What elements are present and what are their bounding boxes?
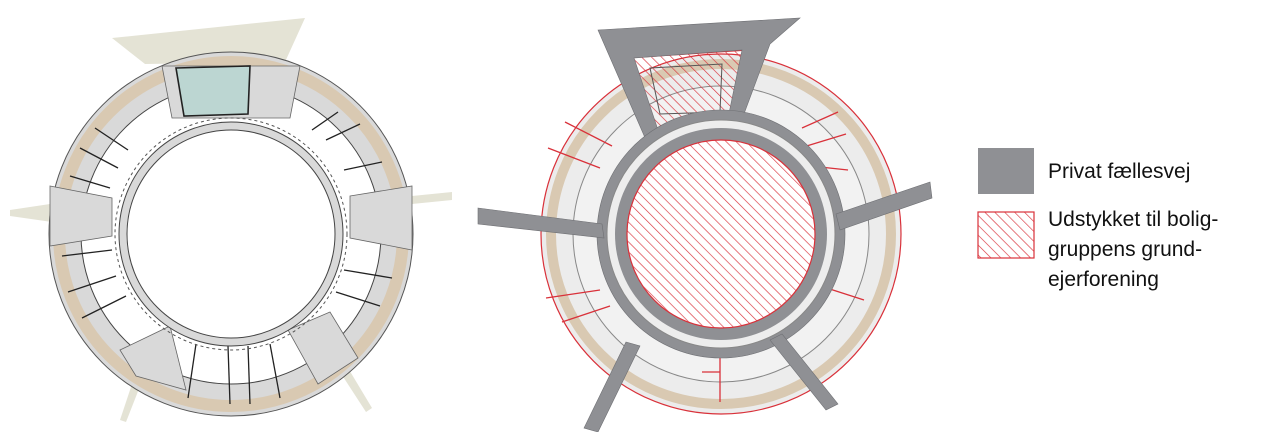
road-south-east [769,333,839,411]
access-path-right [412,192,452,204]
courtyard [126,129,336,339]
legend: Privat fællesvej Udstykket til bolig- gr… [977,148,1218,291]
legend-swatch-plot [977,211,1035,259]
access-path-left [10,204,52,222]
road-east [835,181,933,231]
access-path-top [112,18,305,64]
road-south-west [583,341,641,432]
common-house [175,65,251,117]
sector-right [349,185,413,251]
legend-label-plot-line-2: gruppens grund- [1048,238,1202,261]
legend-item-plot: Udstykket til bolig- gruppens grund- eje… [977,208,1218,291]
plan-right [477,17,933,432]
legend-label-plot-line-3: ejerforening [1048,268,1159,291]
legend-swatch-road [978,148,1034,194]
plan-left [10,18,452,422]
legend-label-road: Privat fællesvej [1048,160,1190,183]
access-path-bottom-right [340,368,372,412]
service-dotted-line [114,117,348,351]
legend-item-road: Privat fællesvej [978,148,1190,194]
road-west [477,207,605,239]
sector-bottom-left [119,325,187,391]
sector-bottom-right [287,311,359,385]
legend-label-plot-line-1: Udstykket til bolig- [1048,208,1218,231]
sector-left [49,185,113,247]
plot-center-hatch [627,140,815,328]
dwelling-divisions [61,111,393,405]
